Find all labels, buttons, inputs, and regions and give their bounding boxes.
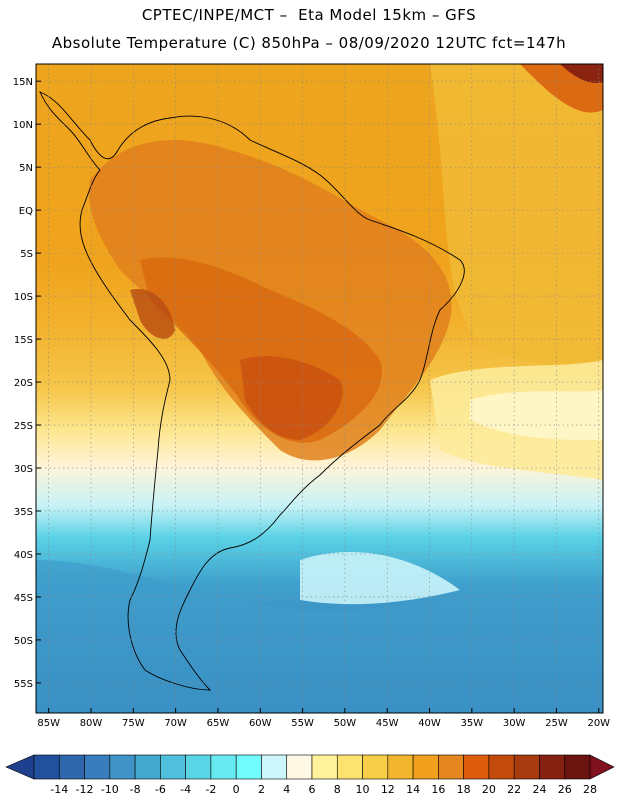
lon-label: 85W	[37, 718, 60, 729]
lat-label: 30S	[14, 464, 33, 475]
colorbar-label: 2	[258, 783, 265, 796]
colorbar: -14 -12 -10 -8 -6 -4 -2 0 2 4 6 8 10 12 14 16 18 20 22 24 26…	[5, 754, 615, 796]
lat-label: 40S	[14, 550, 33, 561]
title-line-2: Absolute Temperature (C) 850hPa – 08/09/…	[51, 34, 567, 52]
longitude-labels: 85W 80W 75W 70W 65W 60W 55W 50W 45W 40W 35W 30W 25W 2…	[37, 708, 610, 729]
temperature-field	[36, 64, 603, 713]
colorbar-box	[564, 754, 591, 780]
colorbar-arrow-low	[5, 754, 35, 780]
colorbar-box	[438, 754, 464, 780]
colorbar-label: 4	[283, 783, 290, 796]
colorbar-label: 20	[482, 783, 496, 796]
lat-label: 50S	[14, 636, 33, 647]
colorbar-label: 6	[309, 783, 316, 796]
lon-label: 20W	[587, 718, 610, 729]
lat-label: 20S	[14, 378, 33, 389]
lat-label: 45S	[14, 593, 33, 604]
colorbar-box	[311, 754, 338, 780]
colorbar-box	[84, 754, 111, 780]
colorbar-arrow-high	[589, 754, 615, 780]
colorbar-label: 10	[356, 783, 370, 796]
colorbar-box	[134, 754, 161, 780]
lon-label: 65W	[207, 718, 230, 729]
colorbar-box	[261, 754, 288, 780]
colorbar-box	[109, 754, 136, 780]
colorbar-box	[412, 754, 439, 780]
title-line-1: CPTEC/INPE/MCT – Eta Model 15km – GFS	[141, 6, 477, 24]
colorbar-box	[286, 754, 313, 780]
lon-label: 35W	[461, 718, 484, 729]
lat-label: EQ	[19, 206, 33, 217]
colorbar-label: 26	[558, 783, 572, 796]
colorbar-label: -8	[130, 783, 141, 796]
colorbar-box	[160, 754, 186, 780]
colorbar-box	[463, 754, 490, 780]
lon-label: 40W	[418, 718, 441, 729]
colorbar-label: 12	[381, 783, 395, 796]
lon-label: 80W	[80, 718, 103, 729]
grid-lines	[36, 64, 603, 713]
latitude-labels: 15N 10N 5N EQ 5S 10S 15S 20S 25S 30S 35S 40S 45S 50S 5…	[13, 77, 41, 690]
colorbar-label: 8	[334, 783, 341, 796]
lon-label: 60W	[249, 718, 272, 729]
colorbar-box	[387, 754, 414, 780]
colorbar-label: -4	[180, 783, 191, 796]
colorbar-label: -14	[50, 783, 68, 796]
lat-label: 55S	[14, 679, 33, 690]
colorbar-box	[539, 754, 566, 780]
lon-label: 70W	[164, 718, 187, 729]
colorbar-label: 22	[507, 783, 521, 796]
colorbar-box	[235, 754, 262, 780]
colorbar-box	[336, 754, 363, 780]
colorbar-label: 24	[532, 783, 546, 796]
colorbar-box	[58, 754, 85, 780]
lat-label: 15S	[14, 335, 33, 346]
lat-label: 5S	[20, 249, 33, 260]
colorbar-box	[185, 754, 212, 780]
map-frame	[35, 63, 604, 714]
lon-label: 30W	[503, 718, 526, 729]
colorbar-box	[513, 754, 540, 780]
lat-label: 5N	[19, 163, 33, 174]
colorbar-label: 18	[457, 783, 471, 796]
lat-label: 10N	[13, 120, 33, 131]
colorbar-box	[210, 754, 237, 780]
lat-label: 25S	[14, 421, 33, 432]
lat-label: 15N	[13, 77, 33, 88]
lat-label: 10S	[14, 292, 33, 303]
lon-label: 75W	[122, 718, 145, 729]
colorbar-box	[33, 754, 60, 780]
lon-label: 50W	[334, 718, 357, 729]
colorbar-box	[362, 754, 389, 780]
colorbar-label: -12	[76, 783, 94, 796]
colorbar-label: -10	[101, 783, 119, 796]
colorbar-label: -6	[155, 783, 166, 796]
coastlines	[39, 91, 465, 691]
colorbar-label: 16	[431, 783, 445, 796]
lon-label: 55W	[291, 718, 314, 729]
lon-label: 45W	[376, 718, 399, 729]
colorbar-label: 0	[233, 783, 240, 796]
colorbar-label: 28	[583, 783, 597, 796]
colorbar-label: -2	[205, 783, 216, 796]
colorbar-label: 14	[406, 783, 420, 796]
lat-label: 35S	[14, 507, 33, 518]
lon-label: 25W	[545, 718, 568, 729]
colorbar-box	[488, 754, 515, 780]
